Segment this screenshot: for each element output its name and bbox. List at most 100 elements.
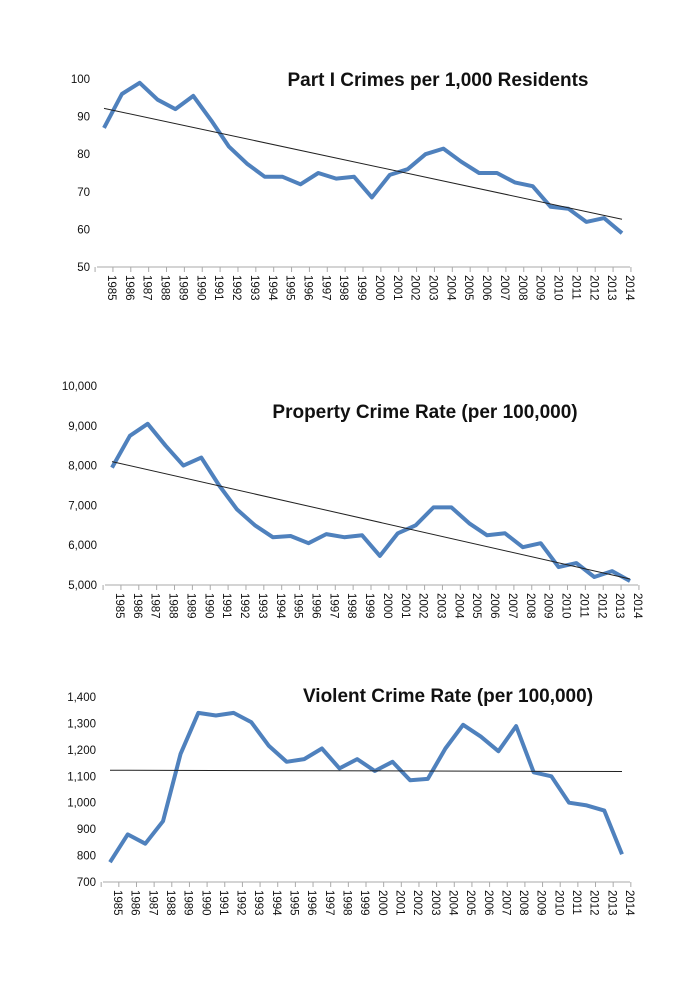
y-tick-label: 80: [77, 149, 90, 161]
x-tick-label: 1985: [113, 593, 125, 619]
x-tick-label: 2002: [411, 890, 423, 916]
x-tick-label: 2008: [524, 593, 536, 619]
x-tick-label: 1992: [235, 890, 247, 916]
y-tick-label: 70: [77, 187, 90, 199]
x-tick-label: 2011: [577, 593, 589, 618]
x-tick-label: 1992: [230, 275, 242, 301]
x-tick-label: 2009: [534, 275, 546, 301]
y-tick-label: 6,000: [68, 540, 97, 552]
x-tick-label: 1988: [159, 275, 171, 301]
x-tick-label: 2008: [516, 275, 528, 301]
y-tick-label: 10,000: [62, 381, 97, 393]
x-tick-label: 1996: [309, 593, 321, 619]
y-tick-label: 5,000: [68, 580, 97, 592]
y-tick-label: 8,000: [68, 461, 97, 473]
x-tick-label: 2012: [595, 593, 607, 619]
x-tick-label: 2014: [623, 890, 635, 916]
x-tick-label: 1986: [131, 593, 143, 619]
x-tick-label: 1988: [167, 593, 179, 619]
y-tick-label: 7,000: [68, 500, 97, 512]
x-tick-label: 2001: [391, 275, 403, 301]
chart-2: Property Crime Rate (per 100,000) 5,000 6,…: [62, 381, 643, 619]
y-tick-label: 9,000: [68, 421, 97, 433]
x-tick-label: 1987: [146, 890, 158, 916]
x-tick-label: 1998: [345, 593, 357, 619]
x-tick-label: 1997: [319, 275, 331, 301]
x-tick-label: 2006: [482, 890, 494, 916]
trendline: [112, 462, 630, 579]
x-tick-label: 1989: [184, 593, 196, 619]
x-tick-label: 1993: [252, 890, 264, 916]
x-tick-label: 2002: [409, 275, 421, 301]
series-line: [104, 83, 622, 233]
x-tick-label: 2007: [506, 593, 518, 619]
x-tick-label: 1990: [194, 275, 206, 301]
chart-title: Property Crime Rate (per 100,000): [272, 402, 577, 423]
x-tick-label: 2004: [452, 593, 464, 619]
x-tick-label: 2000: [381, 593, 393, 619]
x-tick-label: 2005: [464, 890, 476, 916]
x-tick-label: 1989: [182, 890, 194, 916]
x-tick-label: 1986: [129, 890, 141, 916]
x-tick-label: 1985: [105, 275, 117, 301]
x-tick-label: 2003: [427, 275, 439, 301]
chart-3: Violent Crime Rate (per 100,000) 700 800 90…: [67, 686, 635, 916]
x-tick-label: 1987: [141, 275, 153, 301]
x-tick-label: 2014: [623, 275, 635, 301]
x-tick-label: 2007: [498, 275, 510, 301]
x-tick-label: 2013: [605, 275, 617, 301]
x-tick-label: 2012: [588, 890, 600, 916]
y-tick-label: 1,200: [67, 745, 96, 757]
chart-title: Violent Crime Rate (per 100,000): [303, 686, 593, 707]
x-tick-label: 2004: [446, 890, 458, 916]
x-tick-label: 1998: [337, 275, 349, 301]
x-tick-label: 2010: [560, 593, 572, 619]
x-tick-label: 1993: [248, 275, 260, 301]
x-tick-label: 2006: [488, 593, 500, 619]
x-tick-label: 1997: [327, 593, 339, 619]
x-tick-label: 1996: [305, 890, 317, 916]
x-tick-label: 1998: [341, 890, 353, 916]
x-tick-label: 2009: [542, 593, 554, 619]
x-tick-label: 1994: [266, 275, 278, 301]
x-tick-label: 2008: [517, 890, 529, 916]
y-tick-label: 60: [77, 224, 90, 236]
x-tick-label: 1993: [256, 593, 268, 619]
x-tick-label: 2003: [429, 890, 441, 916]
chart-1: Part I Crimes per 1,000 Residents 50 60 70 8…: [71, 70, 635, 301]
x-tick-label: 2007: [499, 890, 511, 916]
series-line: [110, 713, 622, 862]
x-tick-label: 2011: [570, 890, 582, 915]
y-tick-label: 900: [77, 824, 96, 836]
x-tick-label: 1991: [220, 593, 232, 619]
x-tick-label: 1996: [301, 275, 313, 301]
chart-title: Part I Crimes per 1,000 Residents: [288, 70, 589, 91]
x-tick-label: 2013: [613, 593, 625, 619]
x-tick-label: 1997: [323, 890, 335, 916]
x-tick-label: 1986: [123, 275, 135, 301]
y-tick-label: 800: [77, 851, 96, 863]
x-tick-label: 2009: [535, 890, 547, 916]
y-tick-label: 700: [77, 877, 96, 889]
x-tick-label: 1995: [284, 275, 296, 301]
x-tick-label: 2002: [417, 593, 429, 619]
y-tick-label: 50: [77, 262, 90, 274]
series-line: [112, 424, 630, 581]
x-tick-label: 1990: [199, 890, 211, 916]
x-tick-label: 2003: [435, 593, 447, 619]
x-tick-label: 2011: [569, 275, 581, 300]
y-tick-label: 1,100: [67, 771, 96, 783]
x-tick-label: 2005: [470, 593, 482, 619]
x-tick-label: 1995: [288, 890, 300, 916]
y-tick-label: 90: [77, 112, 90, 124]
x-tick-label: 2006: [480, 275, 492, 301]
x-tick-label: 1991: [217, 890, 229, 916]
x-tick-label: 2014: [631, 593, 643, 619]
x-tick-label: 1988: [164, 890, 176, 916]
y-tick-label: 1,300: [67, 718, 96, 730]
x-tick-label: 2001: [399, 593, 411, 619]
x-tick-label: 2005: [462, 275, 474, 301]
x-tick-label: 1992: [238, 593, 250, 619]
x-tick-label: 2012: [587, 275, 599, 301]
